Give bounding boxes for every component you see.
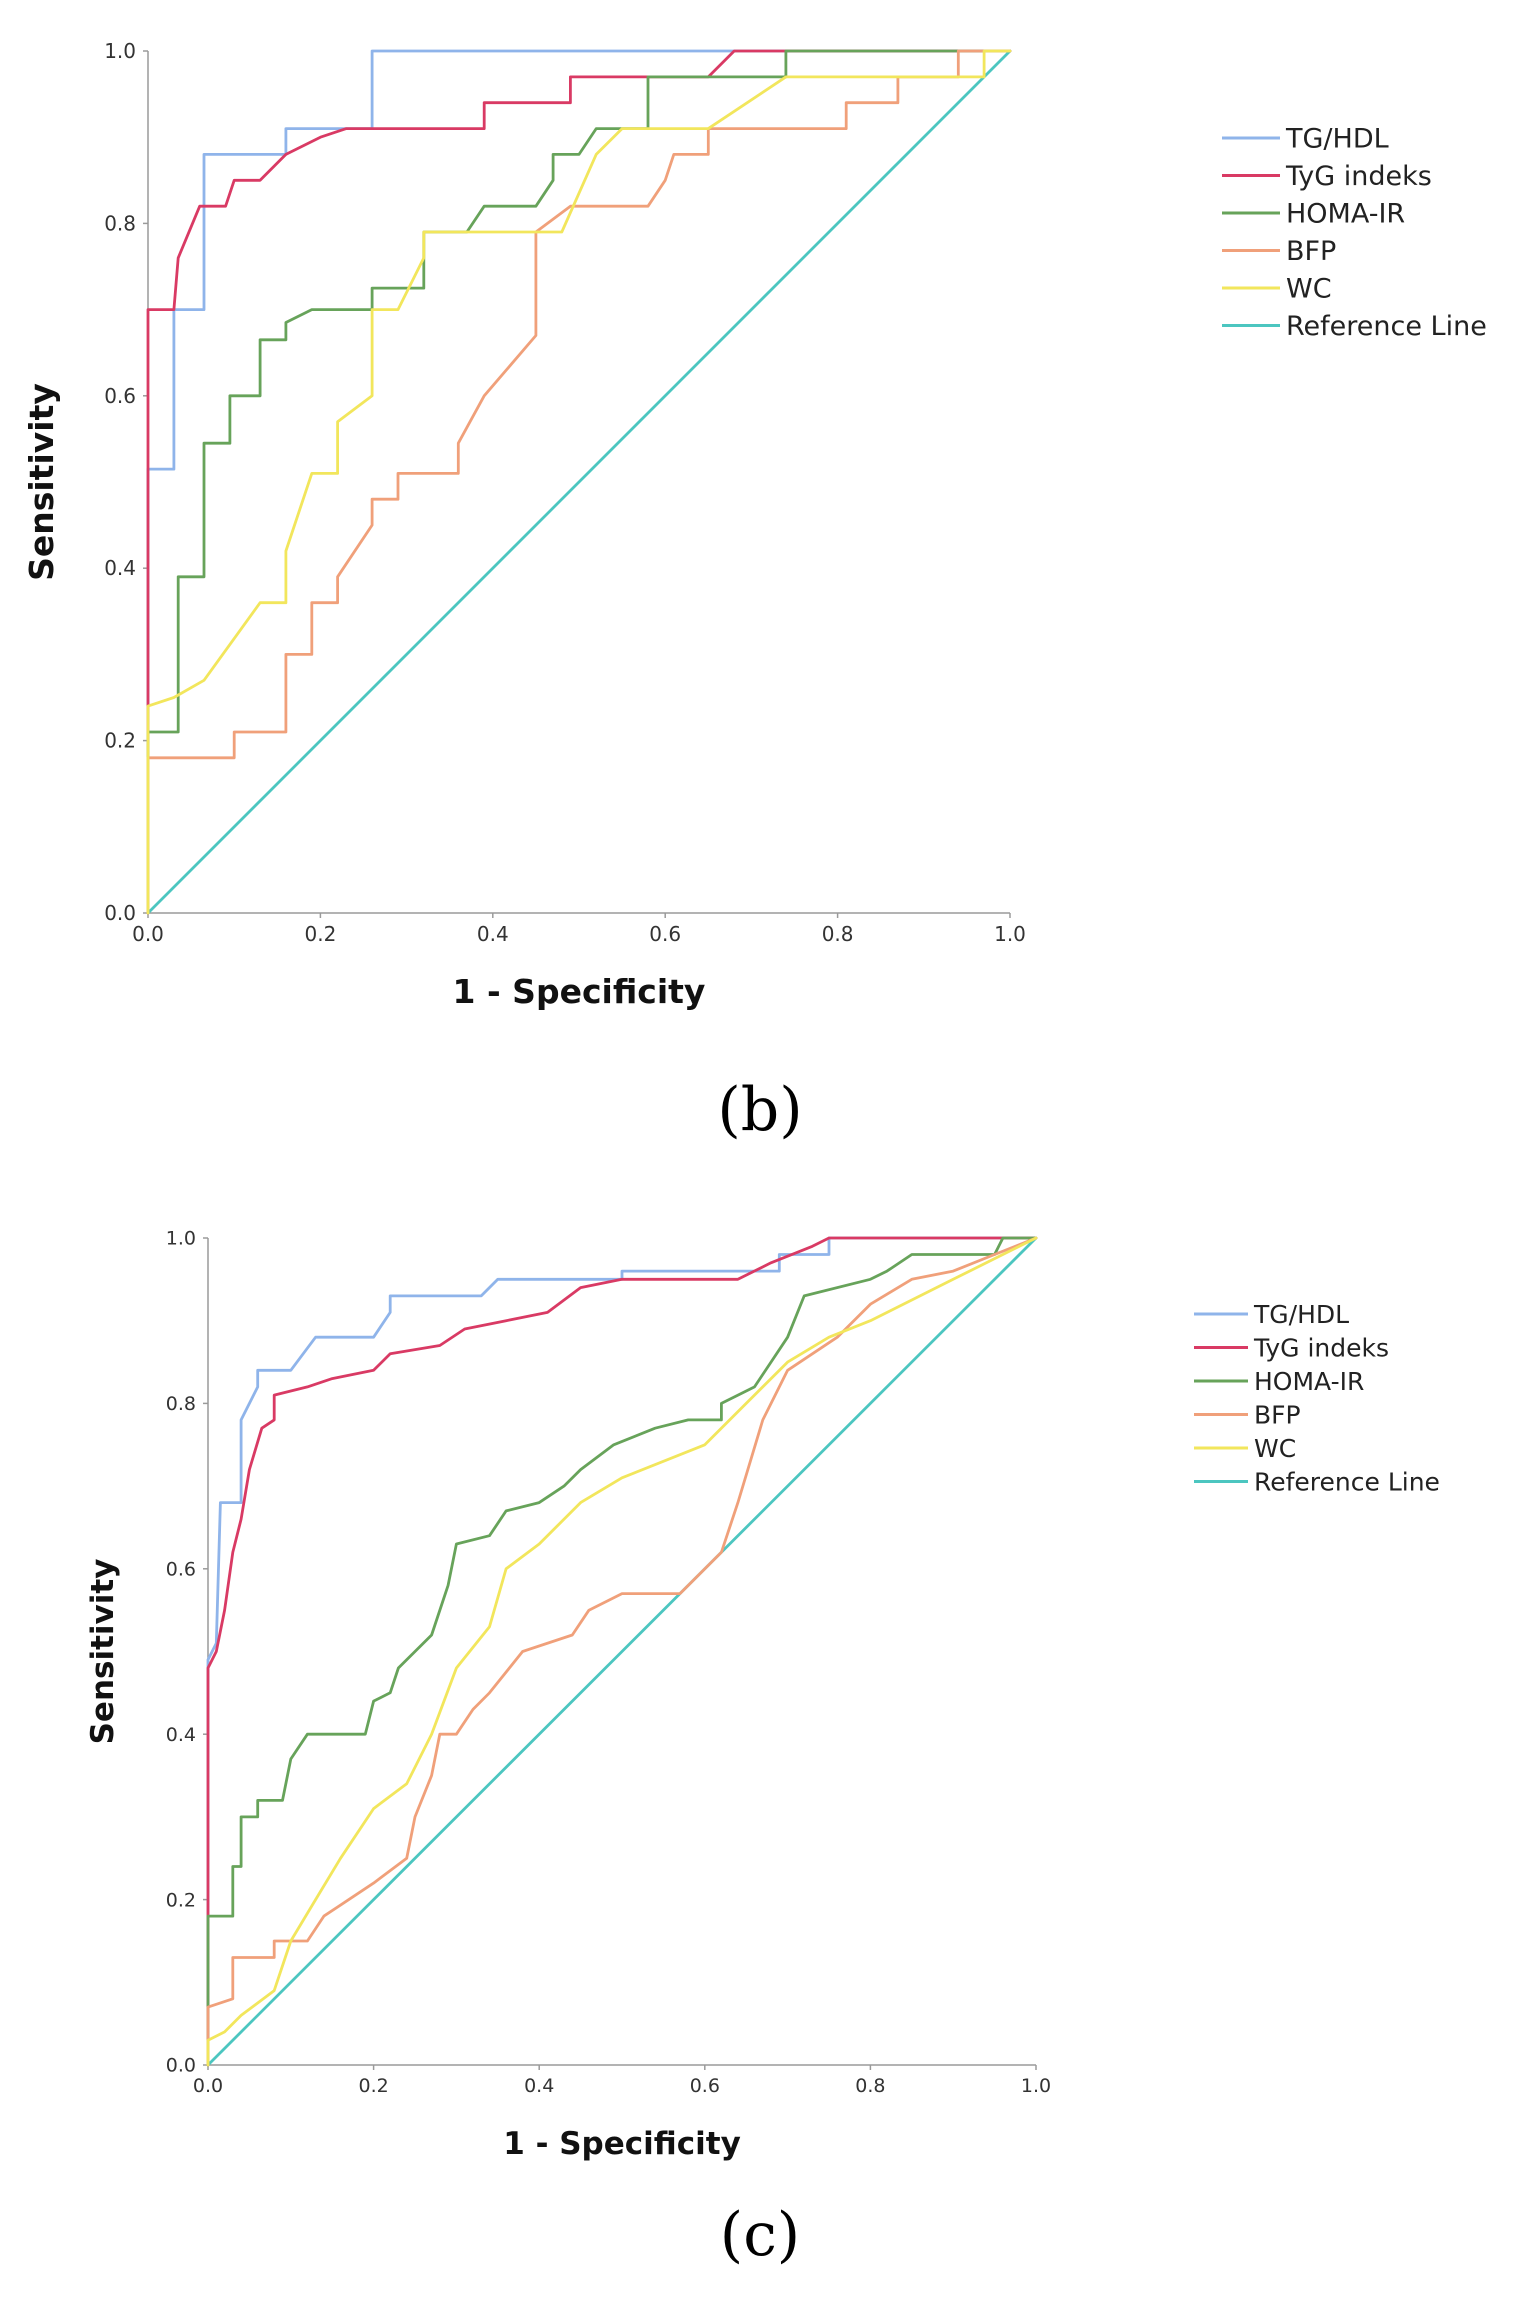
series-line-reference-line bbox=[146, 49, 1012, 915]
x-tick-label: 0.4 bbox=[524, 2075, 554, 2097]
series-line-wc bbox=[206, 1236, 1038, 2067]
legend-label-homa-ir: HOMA-IR bbox=[1286, 199, 1405, 230]
legend-label-tyg-indeks: TyG indeks bbox=[1253, 1334, 1389, 1363]
y-tick-label: 0.6 bbox=[166, 1558, 196, 1580]
legend-label-reference-line: Reference Line bbox=[1286, 311, 1487, 342]
y-tick-label: 0.4 bbox=[104, 556, 136, 580]
x-tick-label: 1.0 bbox=[1021, 2075, 1051, 2097]
legend-label-reference-line: Reference Line bbox=[1254, 1468, 1440, 1497]
legend-label-homa-ir: HOMA-IR bbox=[1254, 1367, 1364, 1396]
x-tick-label: 0.2 bbox=[304, 922, 336, 946]
y-tick-label: 0.2 bbox=[166, 1889, 196, 1911]
series-line-reference-line bbox=[206, 1236, 1038, 2067]
series-line-tg-hdl bbox=[146, 49, 1012, 915]
x-tick-label: 0.0 bbox=[193, 2075, 223, 2097]
panel-label: (b) bbox=[717, 1075, 802, 1145]
y-tick-label: 0.8 bbox=[104, 211, 136, 235]
y-axis-title: Sensitivity bbox=[85, 1559, 121, 1745]
series-line-tg-hdl bbox=[206, 1236, 1038, 2067]
y-axis-title: Sensitivity bbox=[22, 383, 61, 581]
legend-label-tyg-indeks: TyG indeks bbox=[1285, 161, 1432, 192]
legend: TG/HDL TyG indeks HOMA-IR BFP WC Reference Li… bbox=[1194, 1300, 1440, 1497]
series-line-bfp bbox=[206, 1236, 1038, 2067]
y-tick-label: 0.6 bbox=[104, 384, 136, 408]
y-tick-label: 0.8 bbox=[166, 1393, 196, 1415]
x-axis-title: 1 - Specificity bbox=[503, 2126, 741, 2162]
legend-label-tg-hdl: TG/HDL bbox=[1285, 124, 1389, 155]
x-tick-label: 0.0 bbox=[132, 922, 164, 946]
y-tick-label: 0.2 bbox=[104, 729, 136, 753]
x-axis-title: 1 - Specificity bbox=[453, 972, 706, 1011]
y-tick-label: 1.0 bbox=[104, 39, 136, 63]
series-line-wc bbox=[146, 49, 1012, 915]
x-tick-label: 0.8 bbox=[822, 922, 854, 946]
series-line-homa-ir bbox=[146, 49, 1012, 915]
panel-label: (c) bbox=[720, 2200, 800, 2270]
x-tick-label: 0.2 bbox=[358, 2075, 388, 2097]
legend-label-bfp: BFP bbox=[1286, 236, 1336, 267]
y-tick-label: 0.4 bbox=[166, 1724, 196, 1746]
x-tick-label: 0.6 bbox=[649, 922, 681, 946]
legend-label-wc: WC bbox=[1286, 274, 1332, 305]
x-tick-label: 0.4 bbox=[477, 922, 509, 946]
legend-label-wc: WC bbox=[1254, 1434, 1296, 1463]
series-line-bfp bbox=[146, 49, 1012, 915]
series-line-tyg-indeks bbox=[206, 1236, 1038, 2067]
y-tick-label: 0.0 bbox=[104, 901, 136, 925]
series-line-tyg-indeks bbox=[146, 49, 1012, 915]
x-tick-label: 0.6 bbox=[690, 2075, 720, 2097]
y-tick-label: 1.0 bbox=[166, 1228, 196, 1250]
roc-panel-c: 0.0 0.2 0.4 0.6 0.8 1.0 0.0 0.2 0.4 0.6 0.8 1.0 1 - … bbox=[85, 1228, 1440, 2270]
x-tick-label: 0.8 bbox=[855, 2075, 885, 2097]
series-line-homa-ir bbox=[206, 1236, 1038, 2067]
legend-label-tg-hdl: TG/HDL bbox=[1253, 1300, 1349, 1329]
y-tick-label: 0.0 bbox=[166, 2055, 196, 2077]
legend-label-bfp: BFP bbox=[1254, 1401, 1301, 1430]
legend: TG/HDL TyG indeks HOMA-IR BFP WC Reference Li… bbox=[1222, 124, 1487, 342]
roc-panel-b: 0.0 0.2 0.4 0.6 0.8 1.0 0.0 0.2 0.4 0.6 0.8 1.0 1 - … bbox=[22, 39, 1487, 1145]
x-tick-label: 1.0 bbox=[994, 922, 1026, 946]
